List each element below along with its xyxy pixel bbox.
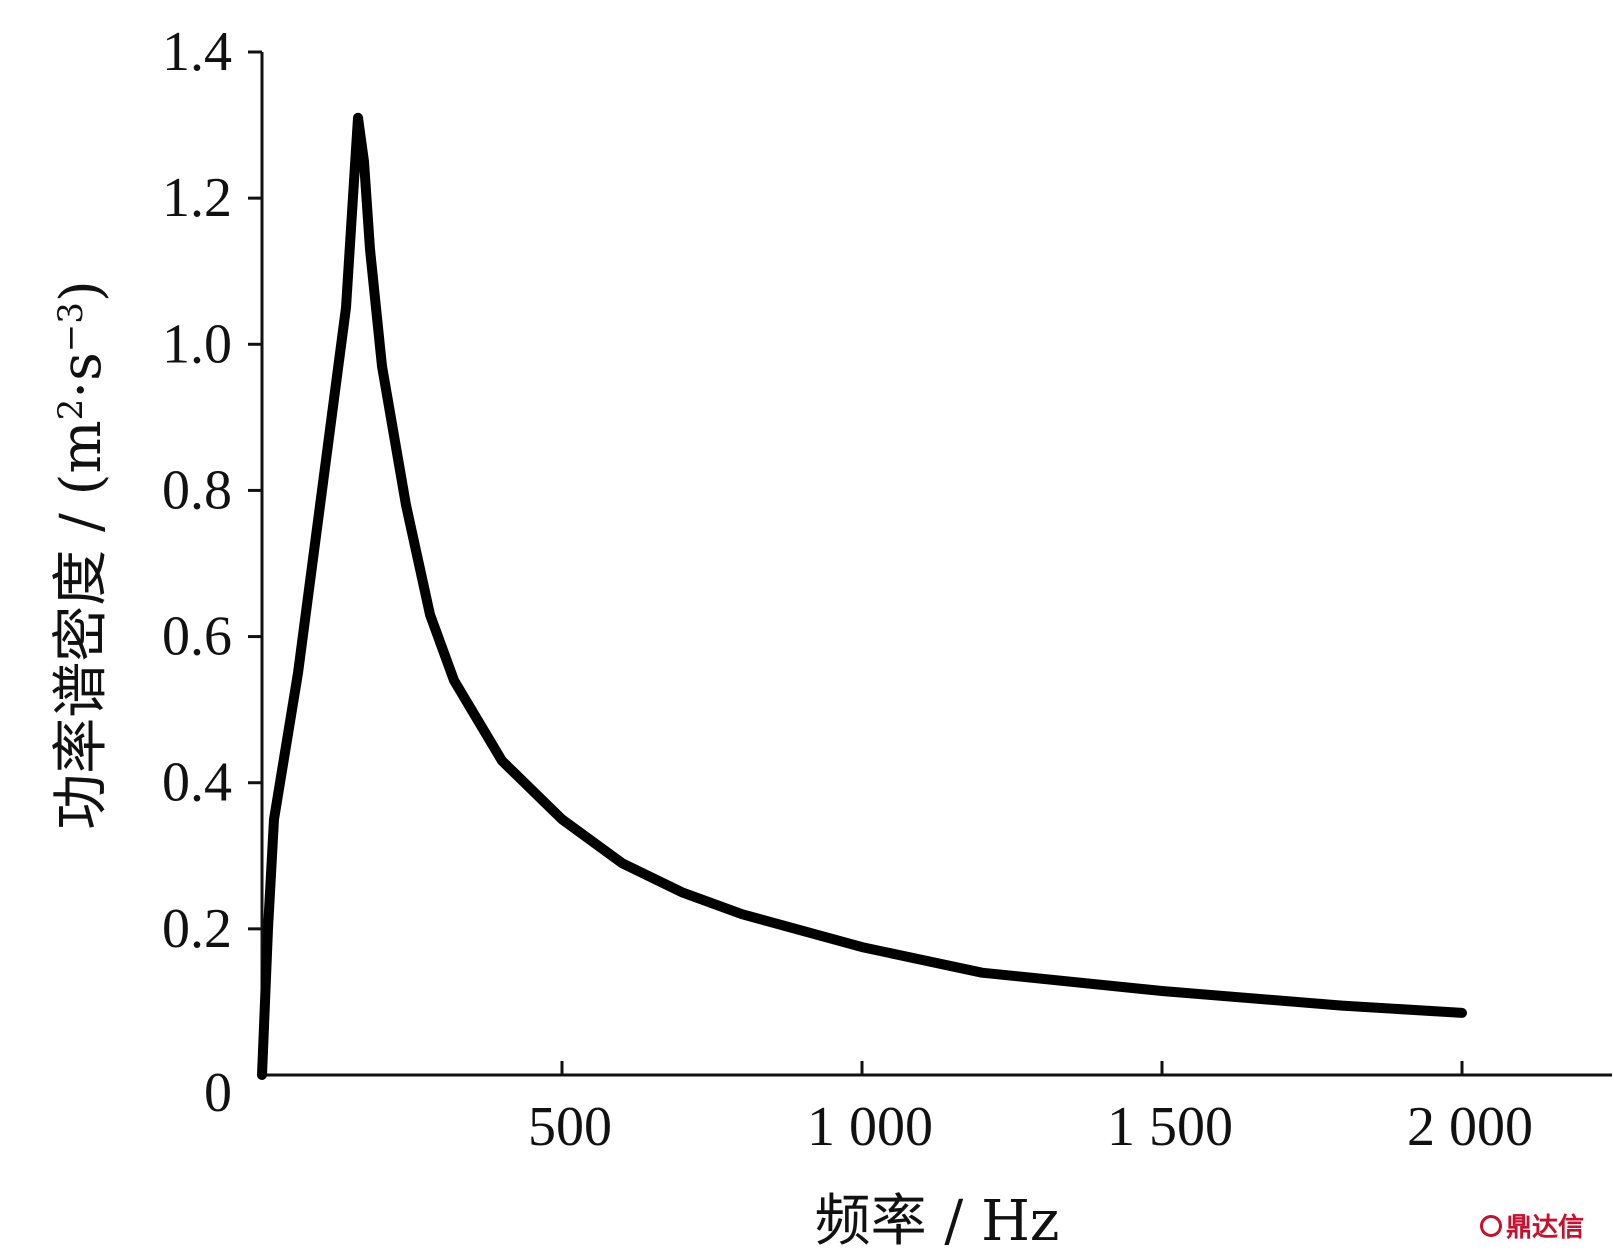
- watermark: 鼎达信: [1479, 1207, 1584, 1244]
- x-tick-label: 1 000: [807, 1096, 933, 1158]
- y-tick-label: 0.6: [162, 606, 232, 668]
- y-axis-title-sup1: 2: [51, 399, 91, 421]
- y-axis-title-end: ): [49, 280, 114, 302]
- y-tick-label: 0.8: [162, 459, 232, 521]
- axes: [260, 52, 1612, 1077]
- watermark-logo-icon: [1479, 1214, 1502, 1237]
- y-tick-label: 0: [204, 1062, 232, 1124]
- y-tick-label: 1.0: [162, 313, 232, 375]
- watermark-text: 鼎达信: [1505, 1213, 1584, 1243]
- y-axis-title-sup2: −3: [51, 302, 91, 352]
- series-layer: [257, 112, 1467, 1080]
- x-tick-label: 500: [528, 1096, 612, 1158]
- y-axis-title: 功率谱密度 / (m2·s−3): [49, 280, 114, 830]
- y-tick-label: 1.4: [162, 21, 232, 83]
- x-tick-label: 1 500: [1107, 1096, 1233, 1158]
- y-ticks: 0 0.2 0.4 0.6 0.8 1.0 1.2 1.4: [162, 21, 262, 1124]
- x-ticks: 500 1 000 1 500 2 000: [528, 1061, 1533, 1158]
- series-line-0: [257, 112, 1467, 1080]
- y-tick-label: 0.4: [162, 752, 232, 814]
- y-tick-label: 0.2: [162, 898, 232, 960]
- x-tick-label: 2 000: [1407, 1096, 1533, 1158]
- y-axis-title-mid: ·s: [49, 352, 114, 399]
- x-axis-title: 频率 / Hz: [815, 1189, 1060, 1254]
- y-axis-title-main: 功率谱密度 / (m: [49, 420, 114, 829]
- y-tick-label: 1.2: [162, 167, 232, 229]
